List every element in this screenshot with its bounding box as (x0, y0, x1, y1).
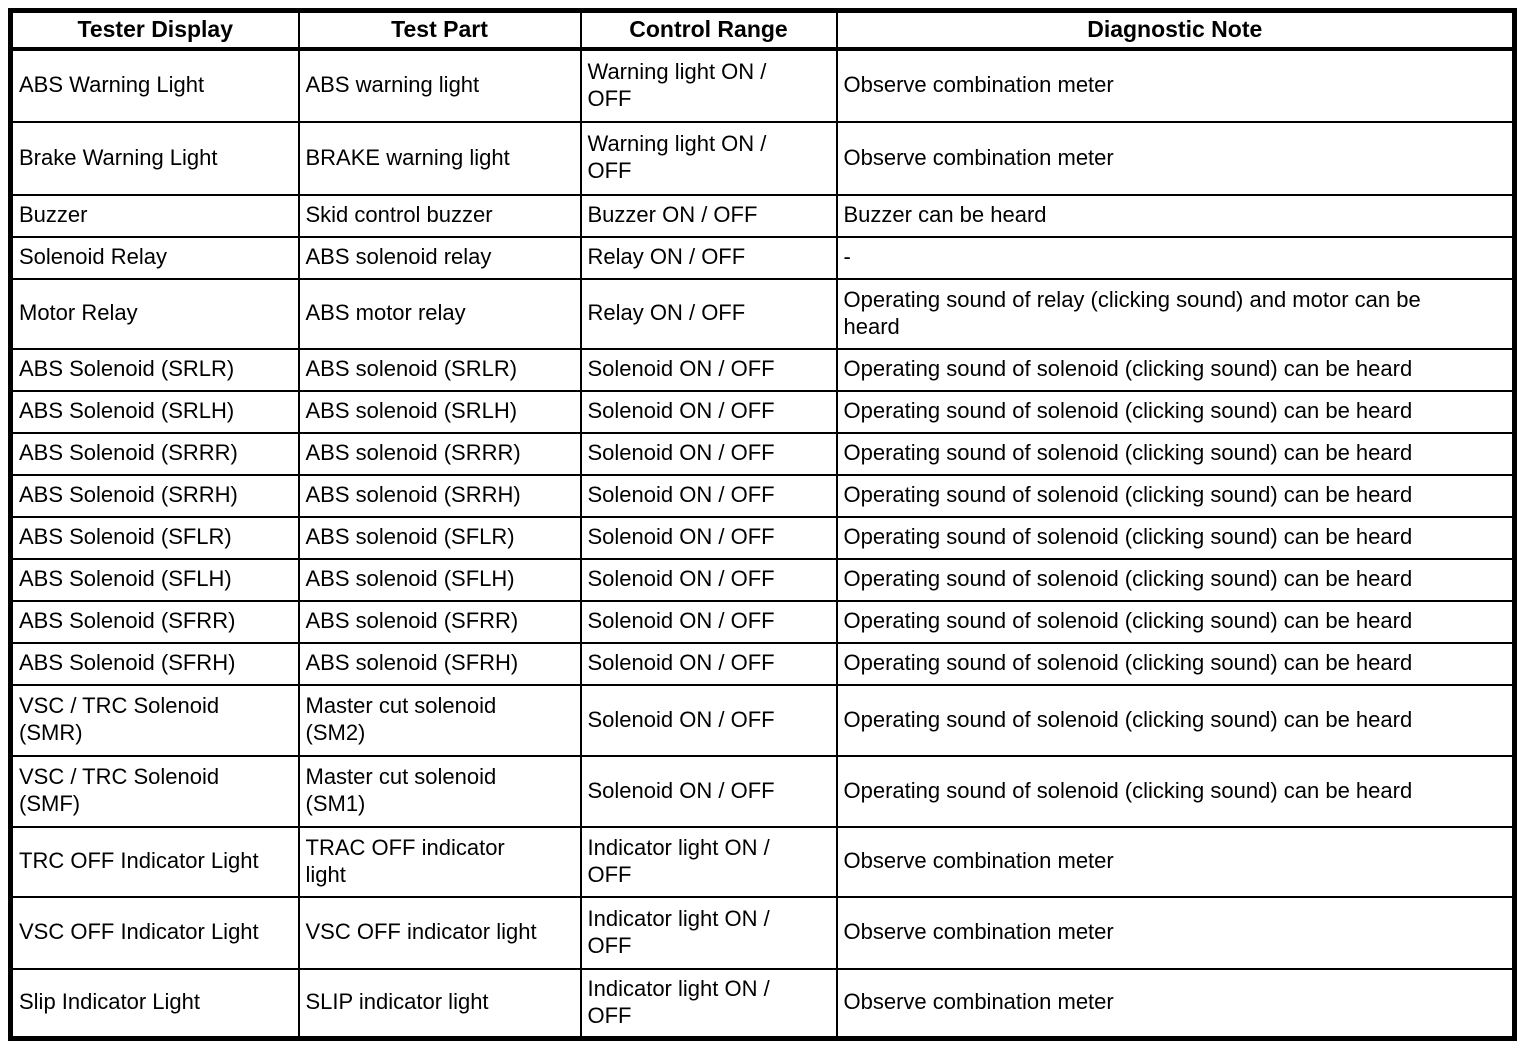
cell-diagnostic-note: Observe combination meter (835, 895, 1516, 970)
col-header-diagnostic-note: Diagnostic Note (835, 9, 1516, 51)
cell-test-part: ABS solenoid (SRRR) (297, 431, 582, 476)
cell-control-range: Solenoid ON / OFF (579, 473, 838, 518)
cell-control-range: Solenoid ON / OFF (579, 515, 838, 560)
cell-control-range: Solenoid ON / OFF (579, 557, 838, 602)
table-row: ABS Solenoid (SRLR) ABS solenoid (SRLR) So… (9, 347, 1516, 392)
cell-diagnostic-note: Operating sound of solenoid (clicking so… (835, 389, 1516, 434)
table-row: ABS Solenoid (SFRR) ABS solenoid (SFRR) So… (9, 599, 1516, 644)
table-row: TRC OFF Indicator Light TRAC OFF indicato… (9, 825, 1516, 898)
cell-tester-display: ABS Solenoid (SRLR) (9, 347, 300, 392)
cell-test-part: Master cut solenoid (SM1) (297, 754, 582, 828)
cell-test-part: ABS solenoid relay (297, 235, 582, 280)
cell-test-part: Master cut solenoid (SM2) (297, 683, 582, 757)
cell-tester-display: VSC / TRC Solenoid (SMR) (9, 683, 300, 757)
cell-diagnostic-note: - (835, 235, 1516, 280)
cell-diagnostic-note: Observe combination meter (835, 967, 1516, 1040)
cell-tester-display: ABS Warning Light (9, 47, 300, 123)
cell-test-part: ABS solenoid (SRLR) (297, 347, 582, 392)
header-row: Tester Display Test Part Control Range D… (9, 9, 1516, 51)
cell-diagnostic-note: Operating sound of solenoid (clicking so… (835, 599, 1516, 644)
cell-control-range: Warning light ON / OFF (579, 120, 838, 196)
cell-diagnostic-note: Buzzer can be heard (835, 193, 1516, 238)
cell-test-part: ABS warning light (297, 47, 582, 123)
cell-tester-display: ABS Solenoid (SRRH) (9, 473, 300, 518)
cell-control-range: Solenoid ON / OFF (579, 599, 838, 644)
cell-test-part: ABS solenoid (SRRH) (297, 473, 582, 518)
active-test-table: Tester Display Test Part Control Range D… (8, 8, 1517, 1041)
cell-diagnostic-note: Operating sound of solenoid (clicking so… (835, 641, 1516, 686)
cell-tester-display: ABS Solenoid (SRRR) (9, 431, 300, 476)
cell-control-range: Indicator light ON / OFF (579, 895, 838, 970)
table-row: ABS Solenoid (SRRH) ABS solenoid (SRRH) So… (9, 473, 1516, 518)
table-row: ABS Solenoid (SFLR) ABS solenoid (SFLR) So… (9, 515, 1516, 560)
cell-control-range: Solenoid ON / OFF (579, 683, 838, 757)
cell-tester-display: ABS Solenoid (SFRH) (9, 641, 300, 686)
cell-control-range: Warning light ON / OFF (579, 47, 838, 123)
col-header-control-range: Control Range (579, 9, 838, 51)
cell-diagnostic-note: Observe combination meter (835, 120, 1516, 196)
col-header-test-part: Test Part (297, 9, 582, 51)
cell-test-part: VSC OFF indicator light (297, 895, 582, 970)
cell-control-range: Solenoid ON / OFF (579, 641, 838, 686)
cell-tester-display: Slip Indicator Light (9, 967, 300, 1040)
cell-test-part: ABS solenoid (SRLH) (297, 389, 582, 434)
table-row: ABS Warning Light ABS warning light Warnin… (9, 47, 1516, 123)
table-row: Solenoid Relay ABS solenoid relay Relay ON… (9, 235, 1516, 280)
cell-diagnostic-note: Operating sound of solenoid (clicking so… (835, 557, 1516, 602)
cell-test-part: ABS solenoid (SFLR) (297, 515, 582, 560)
table-row: ABS Solenoid (SFLH) ABS solenoid (SFLH) So… (9, 557, 1516, 602)
cell-tester-display: ABS Solenoid (SRLH) (9, 389, 300, 434)
cell-diagnostic-note: Operating sound of solenoid (clicking so… (835, 473, 1516, 518)
table-row: ABS Solenoid (SFRH) ABS solenoid (SFRH) So… (9, 641, 1516, 686)
table-row: VSC / TRC Solenoid (SMF) Master cut solen… (9, 754, 1516, 828)
table-row: Slip Indicator Light SLIP indicator light… (9, 967, 1516, 1040)
cell-test-part: ABS solenoid (SFRR) (297, 599, 582, 644)
cell-test-part: TRAC OFF indicator light (297, 825, 582, 898)
cell-test-part: Skid control buzzer (297, 193, 582, 238)
cell-tester-display: Buzzer (9, 193, 300, 238)
cell-tester-display: VSC OFF Indicator Light (9, 895, 300, 970)
cell-control-range: Buzzer ON / OFF (579, 193, 838, 238)
cell-tester-display: Brake Warning Light (9, 120, 300, 196)
cell-test-part: SLIP indicator light (297, 967, 582, 1040)
table-body: ABS Warning Light ABS warning light Warnin… (9, 47, 1516, 1040)
cell-control-range: Relay ON / OFF (579, 235, 838, 280)
table-row: VSC / TRC Solenoid (SMR) Master cut solen… (9, 683, 1516, 757)
table-row: Brake Warning Light BRAKE warning light Wa… (9, 120, 1516, 196)
cell-tester-display: ABS Solenoid (SFLH) (9, 557, 300, 602)
col-header-tester-display: Tester Display (9, 9, 300, 51)
cell-diagnostic-note: Operating sound of relay (clicking sound… (835, 277, 1516, 350)
cell-diagnostic-note: Operating sound of solenoid (clicking so… (835, 754, 1516, 828)
table-row: ABS Solenoid (SRLH) ABS solenoid (SRLH) So… (9, 389, 1516, 434)
cell-diagnostic-note: Operating sound of solenoid (clicking so… (835, 683, 1516, 757)
cell-test-part: ABS solenoid (SFLH) (297, 557, 582, 602)
cell-control-range: Indicator light ON / OFF (579, 825, 838, 898)
cell-tester-display: ABS Solenoid (SFLR) (9, 515, 300, 560)
cell-diagnostic-note: Observe combination meter (835, 47, 1516, 123)
cell-tester-display: Motor Relay (9, 277, 300, 350)
cell-control-range: Solenoid ON / OFF (579, 389, 838, 434)
cell-diagnostic-note: Operating sound of solenoid (clicking so… (835, 515, 1516, 560)
cell-control-range: Indicator light ON / OFF (579, 967, 838, 1040)
cell-tester-display: VSC / TRC Solenoid (SMF) (9, 754, 300, 828)
cell-test-part: BRAKE warning light (297, 120, 582, 196)
cell-control-range: Relay ON / OFF (579, 277, 838, 350)
cell-control-range: Solenoid ON / OFF (579, 347, 838, 392)
cell-tester-display: TRC OFF Indicator Light (9, 825, 300, 898)
cell-control-range: Solenoid ON / OFF (579, 754, 838, 828)
cell-tester-display: ABS Solenoid (SFRR) (9, 599, 300, 644)
cell-tester-display: Solenoid Relay (9, 235, 300, 280)
cell-diagnostic-note: Operating sound of solenoid (clicking so… (835, 431, 1516, 476)
table-row: VSC OFF Indicator Light VSC OFF indicator… (9, 895, 1516, 970)
table-row: ABS Solenoid (SRRR) ABS solenoid (SRRR) So… (9, 431, 1516, 476)
cell-diagnostic-note: Operating sound of solenoid (clicking so… (835, 347, 1516, 392)
cell-test-part: ABS solenoid (SFRH) (297, 641, 582, 686)
cell-control-range: Solenoid ON / OFF (579, 431, 838, 476)
table-row: Buzzer Skid control buzzer Buzzer ON / OFF… (9, 193, 1516, 238)
cell-test-part: ABS motor relay (297, 277, 582, 350)
cell-diagnostic-note: Observe combination meter (835, 825, 1516, 898)
table-row: Motor Relay ABS motor relay Relay ON / OFF… (9, 277, 1516, 350)
